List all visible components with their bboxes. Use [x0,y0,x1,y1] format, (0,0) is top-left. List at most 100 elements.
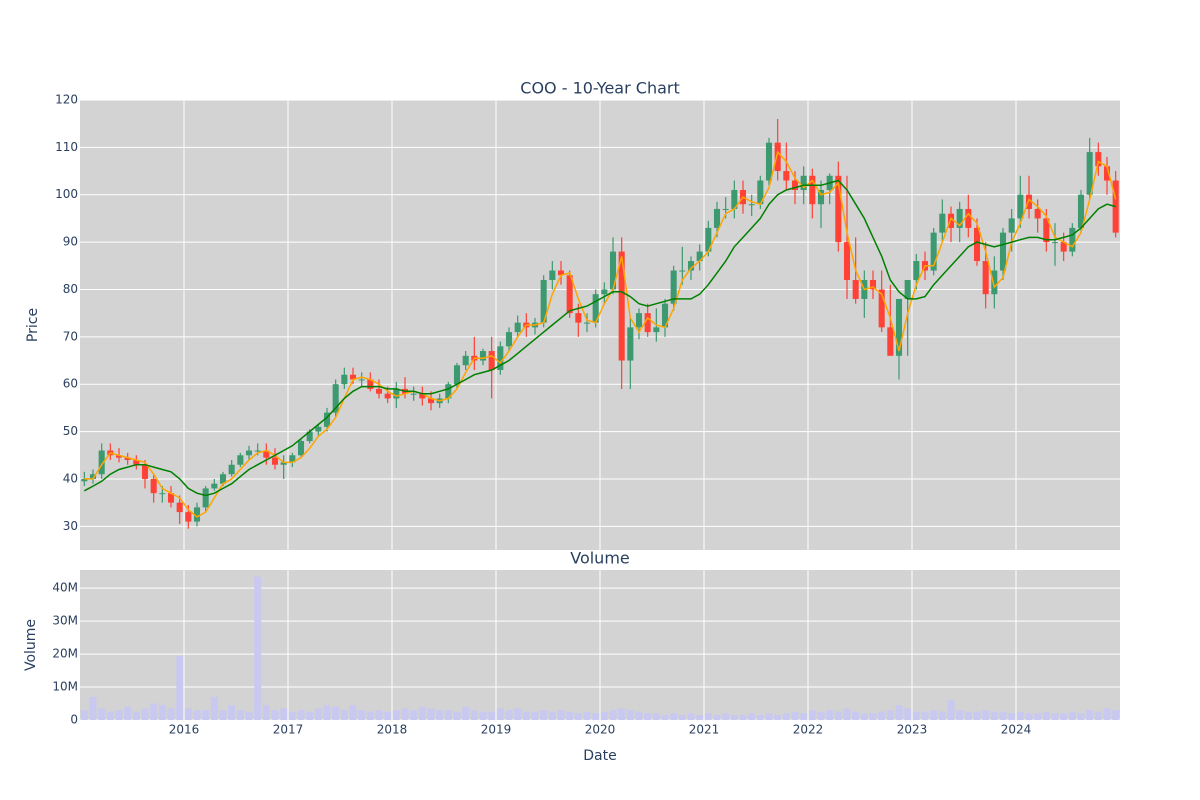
y-tick-label: 100 [55,187,78,201]
volume-bar [410,710,418,720]
candle-body [817,190,825,205]
volume-bar [184,708,192,720]
candle-body [705,227,712,252]
volume-bar [696,715,704,720]
candle-body [115,455,123,458]
candle-body [913,261,920,280]
volume-bar [912,711,920,720]
candle-body [757,180,764,205]
candle-body [1017,194,1024,219]
volume-bar [366,711,374,720]
volume-bar [262,705,270,720]
candle-body [358,379,365,381]
candle-body [592,294,599,323]
candle-body [393,388,400,399]
volume-bar [418,706,426,720]
candle-body [98,450,105,475]
volume-bar [80,710,88,720]
candle-body [167,493,175,503]
candle-body [661,303,669,328]
candle-body [713,208,721,228]
candle-body [609,251,617,290]
volume-bar [826,710,834,720]
candle-body [679,270,686,272]
candle-body [557,270,565,276]
volume-bar [973,711,981,720]
candle-body [627,327,634,361]
volume-bar [687,713,695,720]
volume-bar [132,711,140,720]
volume-bar [349,705,357,720]
volume-bar [1077,713,1085,720]
candle-body [1008,218,1015,233]
volume-bar [878,711,886,720]
candle-body [419,393,426,399]
volume-bar [392,710,400,720]
y-tick-label: 30M [52,614,78,628]
volume-bar [401,708,409,720]
candle-body [228,464,235,475]
x-tick-label: 2022 [793,723,824,737]
volume-bar [488,711,496,720]
candle-body [973,227,981,262]
chart-title: COO - 10-Year Chart [520,79,679,98]
volume-bar [921,711,929,720]
candle-body [479,351,487,361]
volume-bar [306,711,314,720]
x-tick-label: 2024 [1001,723,1032,737]
candle-body [791,180,799,190]
volume-bar [514,708,522,720]
candle-body [540,280,547,323]
candle-body [835,175,842,243]
candle-body [505,332,513,347]
volume-bar [583,711,591,720]
candle-body [141,464,149,479]
candle-body [809,175,816,205]
volume-bar [713,715,721,720]
volume-bar [765,713,773,720]
volume-bar [938,711,946,720]
volume-bar [288,711,296,720]
candle-body [575,313,582,323]
x-tick-label: 2016 [169,723,200,737]
candle-body [956,208,963,228]
candle-body [843,242,851,280]
candle-body [159,493,166,495]
candle-body [982,261,989,295]
candle-body [193,507,201,522]
volume-bar [548,711,556,720]
volume-bar [479,711,487,720]
volume-bar [618,708,626,720]
volume-bar [956,710,964,720]
volume-bar [748,713,756,720]
candle-body [748,204,755,206]
candle-body [289,455,296,463]
volume-bar [609,710,617,720]
volume-bar [115,710,123,720]
x-tick-label: 2020 [585,723,616,737]
volume-bar [1094,711,1102,720]
volume-bar [1016,711,1024,720]
volume-bar [505,710,513,720]
volume-bar [930,710,938,720]
volume-bar [843,708,851,720]
candle-body [731,190,738,209]
volume-bar [869,713,877,720]
y-tick-label: 30 [63,519,78,533]
x-tick-label: 2019 [481,723,512,737]
candle-body [81,478,88,482]
candle-body [800,175,807,190]
volume-bar [202,710,210,720]
volume-bar [557,710,565,720]
y-tick-label: 60 [63,377,78,391]
candle-body [878,289,885,328]
volume-bar [193,710,201,720]
volume-bar [141,708,149,720]
volume-bar [808,710,816,720]
candle-body [895,298,903,356]
volume-bar [860,713,868,720]
candle-body [999,232,1007,271]
volume-bar [280,708,288,720]
volume-bar [800,713,808,720]
